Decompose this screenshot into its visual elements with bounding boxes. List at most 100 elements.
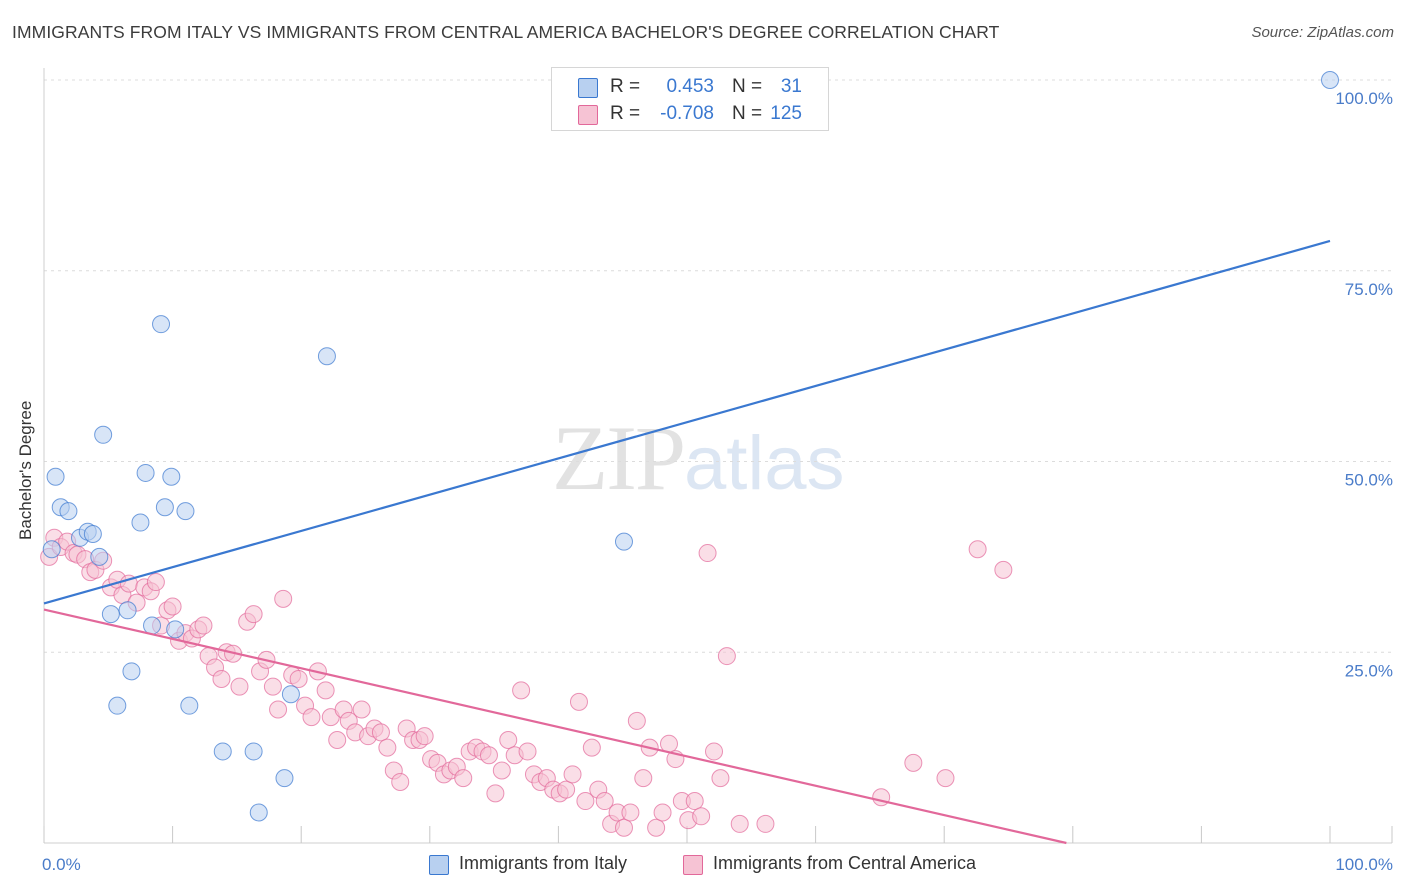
- legend-n-label: N =: [732, 76, 763, 97]
- central-america-point: [194, 616, 213, 635]
- legend-r-value: -0.708: [660, 103, 714, 124]
- series-legend: Immigrants from Italy Immigrants from Ce…: [0, 853, 1406, 877]
- x-tick-label: 0.0%: [42, 855, 81, 874]
- watermark-atlas: atlas: [684, 421, 845, 506]
- italy-point: [108, 696, 127, 715]
- italy-trend-line: [43, 239, 1331, 605]
- italy-point: [46, 467, 65, 486]
- italy-point: [122, 662, 141, 681]
- x-tick-label: 100.0%: [1335, 855, 1393, 874]
- central-america-point: [378, 738, 397, 757]
- central-america-point: [302, 708, 321, 727]
- central-america-point: [692, 807, 711, 826]
- central-america-point: [274, 589, 293, 608]
- central-america-point: [936, 769, 955, 788]
- central-america-point: [647, 818, 666, 837]
- central-america-point: [454, 769, 473, 788]
- italy-point: [101, 605, 120, 624]
- central-america-point: [730, 814, 749, 833]
- central-america-point: [994, 560, 1013, 579]
- watermark-zip: ZIP: [552, 407, 686, 509]
- italy-point: [136, 463, 155, 482]
- italy-point: [83, 524, 102, 543]
- italy-point: [131, 513, 150, 532]
- italy-point: [94, 425, 113, 444]
- central-america-point: [711, 769, 730, 788]
- series-swatch-central-america: [683, 855, 703, 875]
- central-america-point: [352, 700, 371, 719]
- italy-point: [176, 502, 195, 521]
- central-america-point: [289, 669, 308, 688]
- series-swatch-italy: [429, 855, 449, 875]
- central-america-point: [685, 792, 704, 811]
- italy-point: [244, 742, 263, 761]
- central-america-point: [904, 753, 923, 772]
- central-america-point: [698, 544, 717, 563]
- italy-point: [152, 315, 171, 334]
- italy-point: [118, 601, 137, 620]
- central-america-point: [756, 814, 775, 833]
- legend-n-label: N =: [732, 103, 763, 124]
- y-tick-label: 25.0%: [1345, 661, 1393, 680]
- central-america-point: [230, 677, 249, 696]
- y-tick-label: 100.0%: [1335, 89, 1393, 108]
- y-tick-label: 75.0%: [1345, 280, 1393, 299]
- central-america-point: [244, 605, 263, 624]
- central-america-point: [316, 681, 335, 700]
- legend-n-value: 125: [770, 103, 802, 124]
- central-america-point: [705, 742, 724, 761]
- italy-point: [90, 547, 109, 566]
- central-america-point: [614, 818, 633, 837]
- central-america-point: [634, 769, 653, 788]
- central-america-point: [621, 803, 640, 822]
- central-america-point: [582, 738, 601, 757]
- series-label-central-america: Immigrants from Central America: [713, 853, 977, 873]
- central-america-trend-line: [43, 608, 1067, 845]
- legend-n-value: 31: [780, 76, 802, 97]
- italy-point: [317, 347, 336, 366]
- central-america-point: [492, 761, 511, 780]
- central-america-point: [269, 700, 288, 719]
- central-america-point: [486, 784, 505, 803]
- central-america-point: [557, 780, 576, 799]
- italy-point: [143, 616, 162, 635]
- y-tick-label: 50.0%: [1345, 471, 1393, 490]
- legend-r-label: R =: [610, 103, 641, 124]
- legend-swatch-central-america: [578, 105, 598, 125]
- italy-point: [155, 498, 174, 517]
- chart-title: IMMIGRANTS FROM ITALY VS IMMIGRANTS FROM…: [12, 22, 1000, 42]
- central-america-point: [479, 746, 498, 765]
- central-america-point: [653, 803, 672, 822]
- italy-point: [249, 803, 268, 822]
- central-america-point: [717, 647, 736, 666]
- central-america-point: [499, 730, 518, 749]
- italy-point: [162, 467, 181, 486]
- central-america-point: [328, 730, 347, 749]
- legend-swatch-italy: [578, 78, 598, 98]
- central-america-point: [163, 597, 182, 616]
- italy-point: [614, 532, 633, 551]
- legend-r-value: 0.453: [666, 76, 714, 97]
- italy-point: [42, 540, 61, 559]
- central-america-point: [391, 772, 410, 791]
- correlation-legend: R = 0.453 N = 31 R = -0.708 N = 125: [551, 67, 829, 131]
- source-credit: Source: ZipAtlas.com: [1251, 24, 1394, 41]
- series-label-italy: Immigrants from Italy: [459, 853, 628, 873]
- legend-row-italy: R = 0.453 N = 31: [552, 74, 828, 100]
- italy-point: [1321, 71, 1339, 89]
- central-america-point: [212, 669, 231, 688]
- central-america-point: [659, 734, 678, 753]
- legend-r-label: R =: [610, 76, 641, 97]
- central-america-point: [512, 681, 531, 700]
- central-america-point: [146, 573, 165, 592]
- central-america-point: [263, 677, 282, 696]
- central-america-point: [415, 727, 434, 746]
- central-america-point: [518, 742, 537, 761]
- central-america-point: [569, 692, 588, 711]
- y-axis-label: Bachelor's Degree: [16, 400, 35, 540]
- italy-point: [180, 696, 199, 715]
- central-america-point: [576, 792, 595, 811]
- central-america-point: [563, 765, 582, 784]
- legend-row-central-america: R = -0.708 N = 125: [552, 101, 828, 127]
